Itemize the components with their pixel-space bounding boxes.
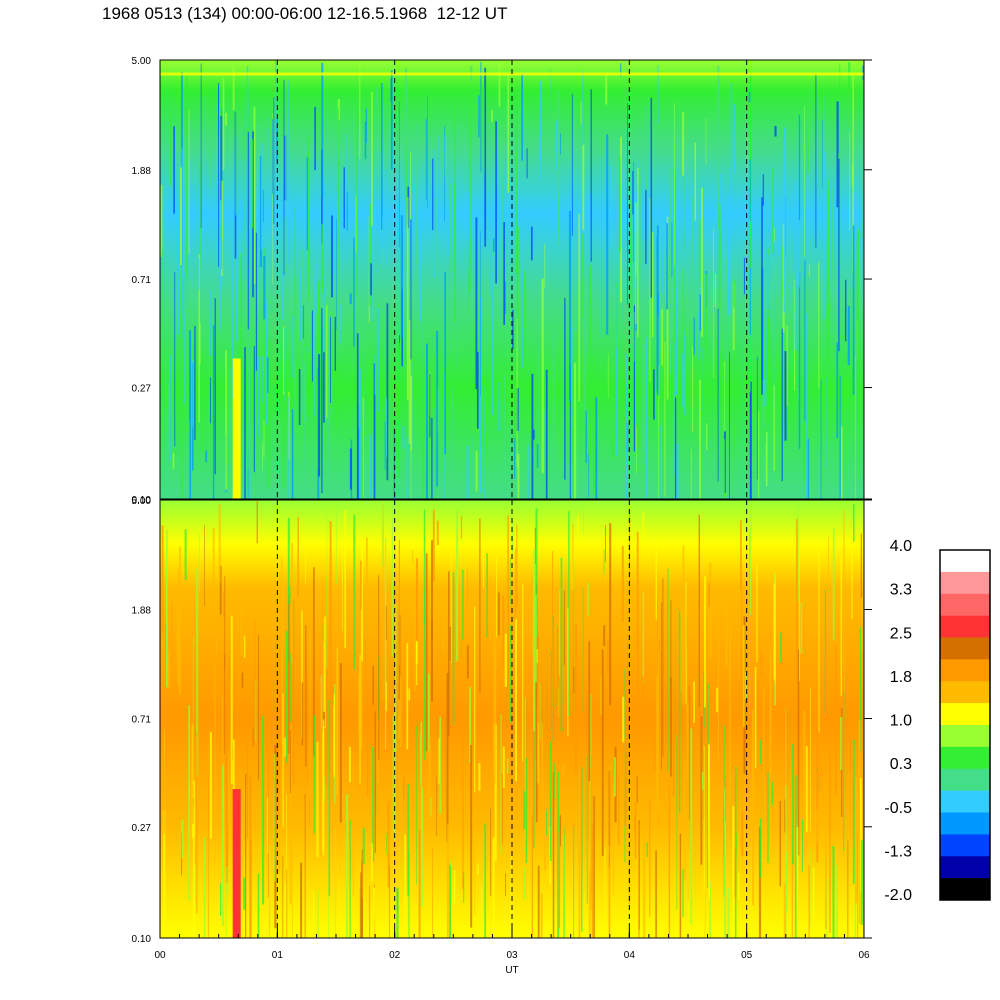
x-tick-label: 00 bbox=[154, 950, 166, 961]
colorbar-cell bbox=[940, 834, 990, 857]
x-axis-label: UT bbox=[505, 965, 518, 976]
x-tick-label: 04 bbox=[624, 950, 636, 961]
x-tick-label: 06 bbox=[858, 950, 870, 961]
colorbar-label: 3.3 bbox=[890, 582, 912, 599]
heatmap-highlight-column bbox=[232, 789, 241, 938]
y-tick-label: 0.10 bbox=[132, 934, 152, 945]
lower-heatmap-stripes bbox=[161, 501, 865, 938]
colorbar-cell bbox=[940, 746, 990, 770]
colorbar-label: -2.0 bbox=[884, 887, 912, 904]
colorbar-cell bbox=[940, 703, 990, 726]
colorbar-label: 2.5 bbox=[890, 625, 912, 642]
y-tick-label: 0.27 bbox=[132, 823, 152, 834]
colorbar-label: 1.8 bbox=[890, 669, 912, 686]
colorbar-cell bbox=[940, 571, 990, 595]
y-tick-label: 0.71 bbox=[132, 715, 152, 726]
colorbar-cell bbox=[940, 615, 990, 638]
y-tick-label: 5.00 bbox=[132, 496, 152, 507]
colorbar: 4.0 3.3 2.5 1.8 1.0 0.3 -0.5 -1.3 -2.0 bbox=[884, 538, 991, 904]
x-tick-label: 05 bbox=[741, 950, 753, 961]
upper-heatmap-stripes bbox=[160, 60, 864, 499]
colorbar-cell bbox=[940, 637, 990, 660]
colorbar-cell bbox=[940, 681, 990, 704]
colorbar-cell bbox=[940, 659, 990, 682]
y-tick-label: 0.71 bbox=[132, 275, 152, 286]
colorbar-cell bbox=[940, 725, 990, 748]
colorbar-cell bbox=[940, 878, 990, 901]
page-title: 1968 0513 (134) 00:00-06:00 12-16.5.1968… bbox=[102, 4, 508, 23]
colorbar-label: 1.0 bbox=[890, 713, 912, 730]
colorbar-cell bbox=[940, 768, 990, 791]
colorbar-cell bbox=[940, 790, 990, 813]
colorbar-label: -0.5 bbox=[884, 800, 912, 817]
colorbar-cell bbox=[940, 593, 990, 616]
colorbar-cell bbox=[940, 812, 990, 835]
y-tick-label: 5.00 bbox=[132, 56, 152, 67]
y-tick-label: 1.88 bbox=[132, 166, 152, 177]
colorbar-cell bbox=[940, 856, 990, 879]
y-tick-label: 0.27 bbox=[132, 384, 152, 395]
y-tick-label: 1.88 bbox=[132, 606, 152, 617]
colorbar-cell bbox=[940, 550, 990, 573]
x-tick-label: 03 bbox=[506, 950, 518, 961]
axes-overlay: 5.001.880.710.270.105.001.880.710.270.10… bbox=[132, 56, 872, 976]
heatmap-highlight-column bbox=[232, 358, 241, 499]
y-tick-label: 0.10 bbox=[132, 495, 152, 506]
x-tick-label: 02 bbox=[389, 950, 401, 961]
x-tick-label: 01 bbox=[272, 950, 284, 961]
colorbar-label: 4.0 bbox=[890, 538, 912, 555]
colorbar-frame bbox=[939, 549, 991, 901]
colorbar-label: -1.3 bbox=[884, 843, 912, 860]
colorbar-label: 0.3 bbox=[890, 756, 912, 773]
